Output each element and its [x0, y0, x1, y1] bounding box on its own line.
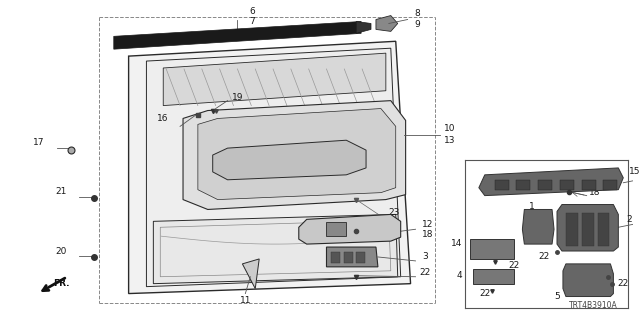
Bar — [495, 180, 509, 190]
Text: FR.: FR. — [53, 279, 70, 288]
Text: 5: 5 — [554, 292, 560, 301]
Text: 14: 14 — [451, 239, 462, 248]
Bar — [598, 213, 609, 246]
Text: 18: 18 — [589, 188, 600, 197]
Text: 22: 22 — [509, 261, 520, 270]
Ellipse shape — [163, 159, 204, 196]
Polygon shape — [557, 204, 618, 251]
Text: 13: 13 — [444, 136, 456, 145]
Text: 23: 23 — [388, 208, 399, 217]
Text: 8: 8 — [415, 9, 420, 18]
Text: 16: 16 — [157, 114, 168, 123]
Bar — [560, 180, 574, 190]
Polygon shape — [470, 239, 515, 259]
Text: 22: 22 — [479, 289, 490, 298]
Polygon shape — [147, 48, 401, 287]
Text: 6: 6 — [250, 7, 255, 16]
Polygon shape — [479, 168, 623, 196]
Text: 15: 15 — [629, 167, 640, 176]
Text: 2: 2 — [627, 215, 632, 224]
Polygon shape — [114, 21, 361, 49]
Polygon shape — [154, 214, 397, 284]
Ellipse shape — [168, 165, 198, 191]
Bar — [566, 213, 578, 246]
Text: 3: 3 — [422, 252, 428, 261]
Polygon shape — [129, 41, 411, 293]
Text: 7: 7 — [250, 17, 255, 26]
Polygon shape — [326, 247, 378, 267]
Text: 22: 22 — [420, 268, 431, 277]
Polygon shape — [473, 269, 515, 284]
Text: 1: 1 — [529, 202, 535, 211]
Text: 18: 18 — [422, 230, 433, 239]
Bar — [344, 252, 353, 263]
Polygon shape — [243, 259, 259, 289]
Bar — [582, 180, 596, 190]
Text: 9: 9 — [415, 20, 420, 29]
Text: 12: 12 — [422, 220, 433, 229]
Text: 4: 4 — [456, 271, 462, 280]
Polygon shape — [299, 214, 401, 244]
Bar — [332, 252, 340, 263]
Polygon shape — [212, 140, 366, 180]
Bar — [356, 252, 365, 263]
Polygon shape — [163, 53, 386, 106]
Text: 19: 19 — [232, 93, 243, 102]
Text: 21: 21 — [55, 187, 67, 196]
Bar — [326, 222, 346, 236]
Text: 22: 22 — [538, 252, 550, 261]
Bar — [538, 180, 552, 190]
Polygon shape — [376, 16, 397, 31]
Text: 22: 22 — [618, 279, 629, 288]
Text: 10: 10 — [444, 124, 456, 133]
Text: 11: 11 — [239, 296, 251, 305]
Text: TRT4B3910A: TRT4B3910A — [569, 301, 618, 310]
Text: 20: 20 — [55, 246, 67, 255]
Bar — [516, 180, 531, 190]
Polygon shape — [198, 108, 396, 200]
Bar — [604, 180, 618, 190]
Polygon shape — [522, 210, 554, 244]
Polygon shape — [356, 21, 371, 33]
Polygon shape — [563, 264, 613, 297]
Polygon shape — [183, 100, 406, 210]
Text: 17: 17 — [33, 138, 45, 147]
Bar — [582, 213, 594, 246]
